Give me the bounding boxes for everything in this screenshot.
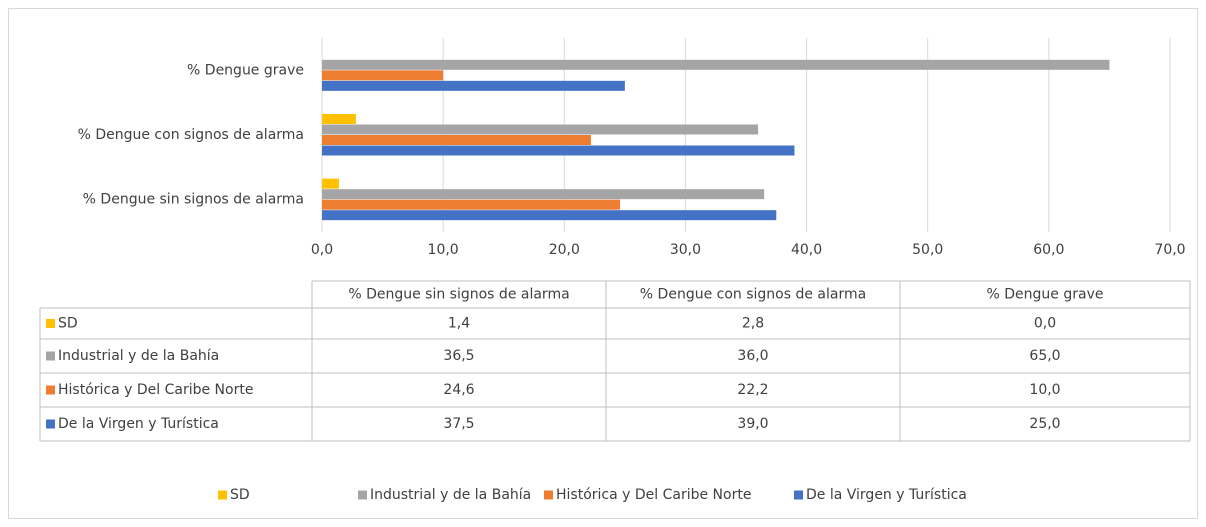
- table-row-label: Histórica y Del Caribe Norte: [58, 382, 253, 398]
- x-tick-label: 10,0: [428, 242, 459, 258]
- table-cell: 1,4: [448, 316, 470, 332]
- table-header: % Dengue con signos de alarma: [640, 287, 866, 303]
- bar: [322, 145, 795, 156]
- table-cell: 39,0: [737, 416, 768, 432]
- bar: [322, 114, 356, 124]
- table-legend-key: [46, 419, 55, 429]
- legend-label: De la Virgen y Turística: [806, 487, 967, 503]
- table-legend-key: [46, 385, 55, 395]
- bar: [322, 189, 765, 200]
- x-tick-label: 0,0: [311, 242, 333, 258]
- legend-label: Industrial y de la Bahía: [370, 487, 531, 503]
- bar: [322, 178, 339, 189]
- x-tick-label: 20,0: [549, 242, 580, 258]
- table-legend-key: [46, 319, 55, 328]
- table-cell: 0,0: [1034, 316, 1056, 332]
- legend-label: SD: [230, 487, 250, 503]
- table-cell: 65,0: [1029, 348, 1060, 364]
- bar: [322, 70, 444, 81]
- chart-border: [8, 8, 1198, 519]
- table-cell: 2,8: [742, 316, 764, 332]
- table-row-label: De la Virgen y Turística: [58, 416, 219, 432]
- x-tick-label: 50,0: [912, 242, 943, 258]
- legend-key: [544, 490, 553, 500]
- bar: [322, 80, 625, 91]
- x-tick-label: 70,0: [1154, 242, 1185, 258]
- table-header: % Dengue sin signos de alarma: [348, 287, 569, 303]
- table-header: % Dengue grave: [987, 287, 1104, 303]
- table-cell: 25,0: [1029, 416, 1060, 432]
- table-row-label: Industrial y de la Bahía: [58, 348, 219, 364]
- table-legend-key: [46, 351, 55, 361]
- legend-label: Histórica y Del Caribe Norte: [556, 487, 751, 503]
- y-tick-label: % Dengue sin signos de alarma: [83, 192, 304, 208]
- x-tick-label: 60,0: [1033, 242, 1064, 258]
- table-cell: 37,5: [443, 416, 474, 432]
- table-cell: 10,0: [1029, 382, 1060, 398]
- bar: [322, 124, 759, 135]
- x-tick-label: 40,0: [791, 242, 822, 258]
- table-cell: 24,6: [443, 382, 474, 398]
- table-cell: 36,5: [443, 348, 474, 364]
- y-tick-label: % Dengue con signos de alarma: [78, 127, 304, 143]
- bar: [322, 210, 777, 221]
- legend-key: [218, 490, 227, 500]
- y-tick-label: % Dengue grave: [187, 62, 304, 78]
- table-row-label: SD: [58, 316, 78, 332]
- bar: [322, 59, 1110, 70]
- bar: [322, 135, 591, 145]
- bar: [322, 199, 621, 210]
- table-cell: 36,0: [737, 348, 768, 364]
- table-cell: 22,2: [737, 382, 768, 398]
- legend-key: [794, 490, 803, 500]
- x-tick-label: 30,0: [670, 242, 701, 258]
- legend-key: [358, 490, 367, 500]
